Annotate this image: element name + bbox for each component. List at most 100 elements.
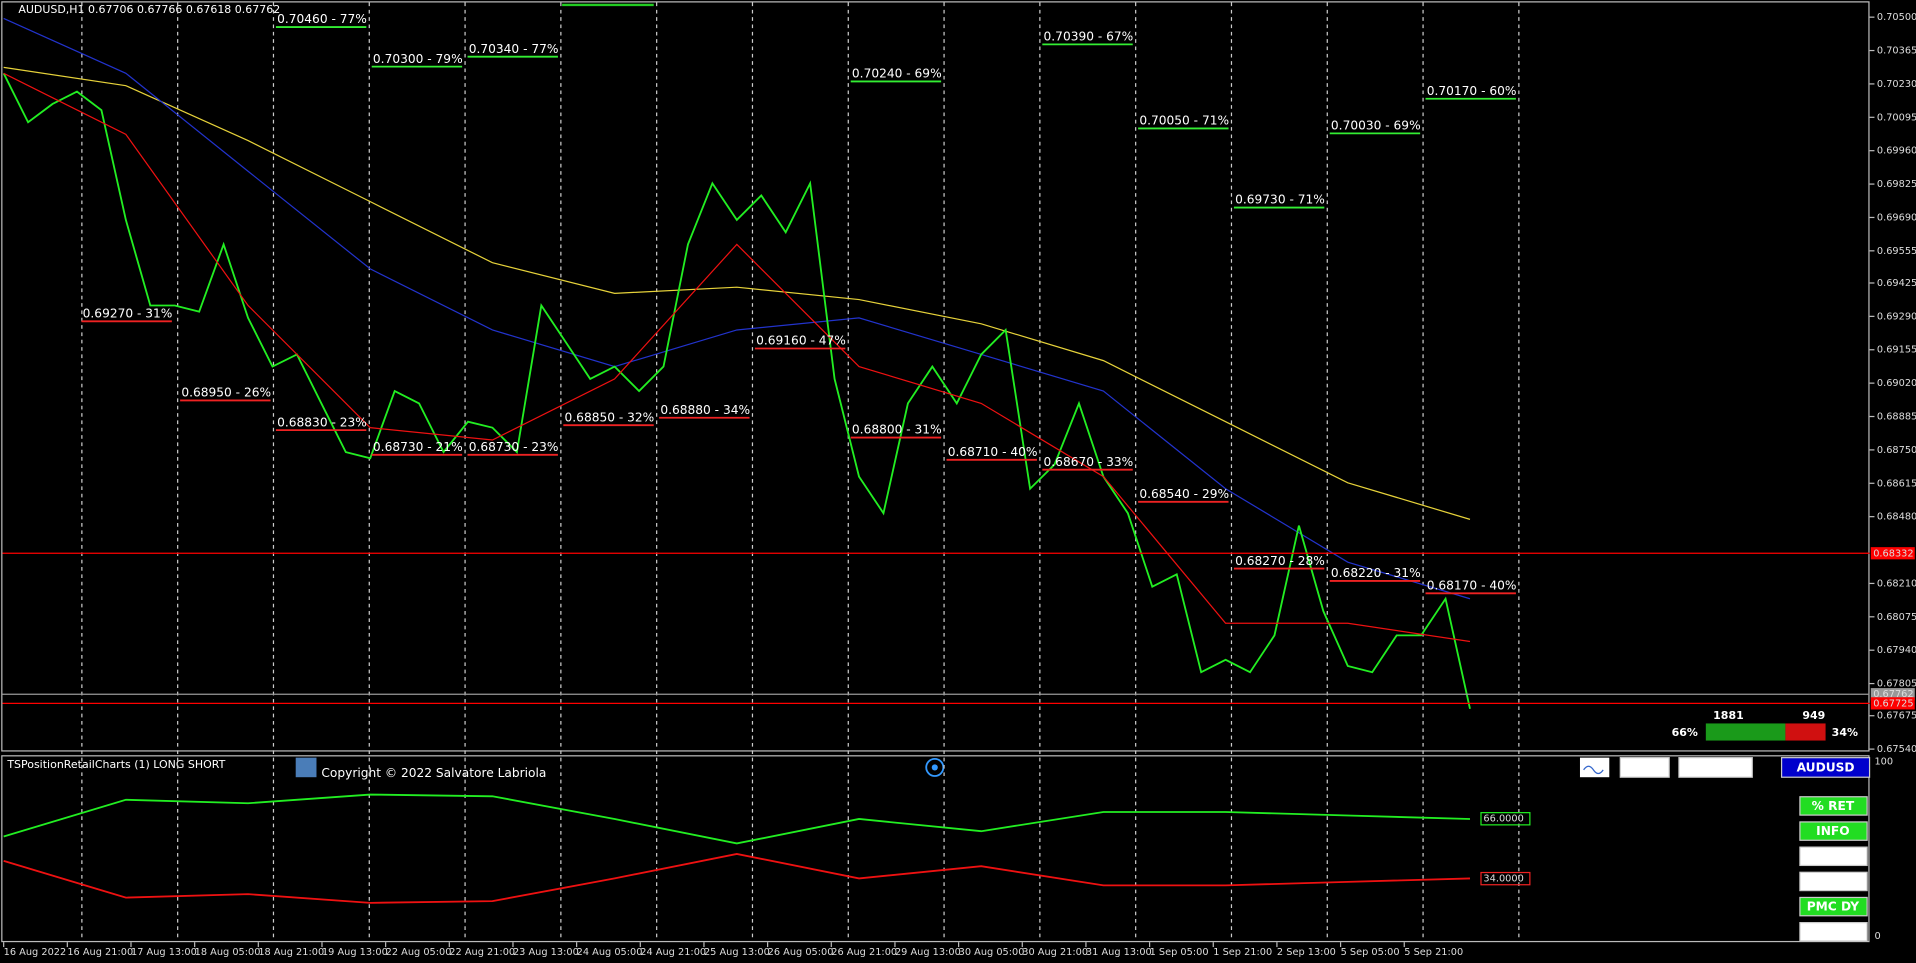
level-label: 0.70240 - 69% xyxy=(852,67,942,81)
short-tag-label: 34.0000 xyxy=(1483,874,1523,885)
chart-button[interactable] xyxy=(1579,757,1610,778)
level-label: 0.70050 - 71% xyxy=(1139,114,1229,128)
side-button[interactable] xyxy=(1799,796,1868,816)
level-label: 0.70390 - 67% xyxy=(1044,30,1134,44)
long-line xyxy=(3,793,1471,845)
y-tick-label: 0.67805 xyxy=(1877,679,1916,690)
ind-tick-label: 0 xyxy=(1874,931,1880,942)
side-button[interactable] xyxy=(1799,922,1868,942)
level-label: 0.68850 - 32% xyxy=(565,410,655,424)
side-button-label[interactable]: % RET xyxy=(1812,799,1855,813)
long-count: 1881 xyxy=(1713,709,1744,722)
level-label: 0.69730 - 71% xyxy=(1235,193,1325,207)
x-tick-label: 26 Aug 21:00 xyxy=(831,947,897,958)
level-label: 0.69270 - 31% xyxy=(83,306,173,320)
level-label: 0.68670 - 33% xyxy=(1044,455,1134,469)
x-tick-label: 5 Sep 21:00 xyxy=(1404,947,1463,958)
short-line xyxy=(3,853,1471,904)
y-tick-label: 0.70230 xyxy=(1877,79,1916,90)
toolbar-button-label[interactable]: AUDUSD xyxy=(1797,761,1855,775)
y-tick-label: 0.69155 xyxy=(1877,345,1916,356)
x-tick-label: 26 Aug 05:00 xyxy=(768,947,834,958)
long-tag xyxy=(1480,812,1531,826)
level-label: 0.70340 - 77% xyxy=(469,42,559,56)
level-label: 0.68220 - 31% xyxy=(1331,566,1421,580)
y-tick-label: 0.68885 xyxy=(1877,412,1916,423)
side-button[interactable] xyxy=(1799,871,1868,892)
level-label: 0.68540 - 29% xyxy=(1139,487,1229,501)
long-tag-label: 66.0000 xyxy=(1483,814,1523,825)
price-tag-label: 0.67762 xyxy=(1873,689,1913,700)
x-tick-label: 19 Aug 13:00 xyxy=(322,947,388,958)
indicator-frame xyxy=(1,755,1870,943)
x-tick-label: 30 Aug 05:00 xyxy=(959,947,1025,958)
short-pct: 34% xyxy=(1832,726,1858,739)
side-button-label[interactable]: PMC DY xyxy=(1807,900,1860,914)
level-label: 0.68830 - 23% xyxy=(277,415,367,429)
x-tick-label: 31 Aug 13:00 xyxy=(1086,947,1152,958)
level-label: 0.68270 - 28% xyxy=(1235,554,1325,568)
y-tick-label: 0.69825 xyxy=(1877,179,1916,190)
x-tick-label: 16 Aug 2022 xyxy=(4,947,67,958)
y-tick-label: 0.69020 xyxy=(1877,378,1916,389)
toolbar-button-label[interactable]: T/S xyxy=(1634,761,1656,775)
short-tag xyxy=(1480,871,1531,886)
y-tick-label: 0.70095 xyxy=(1877,112,1916,123)
toolbar-button[interactable] xyxy=(1780,757,1871,778)
long-bar xyxy=(1705,723,1786,741)
x-tick-label: 16 Aug 21:00 xyxy=(67,947,133,958)
price-line xyxy=(2,72,1471,709)
price-frame xyxy=(1,1,1870,752)
level-label: 0.68730 - 23% xyxy=(469,440,559,454)
level-label: 0.70170 - 60% xyxy=(1427,84,1517,98)
x-tick-label: 1 Sep 21:00 xyxy=(1213,947,1272,958)
symbol-info: AUDUSD,H1 0.67706 0.67766 0.67618 0.6776… xyxy=(18,3,280,16)
y-tick-label: 0.68075 xyxy=(1877,612,1916,623)
level-label: 0.69160 - 47% xyxy=(756,334,846,348)
target-dot xyxy=(931,764,938,771)
side-button[interactable] xyxy=(1799,846,1868,867)
side-button[interactable] xyxy=(1799,821,1868,841)
level-label: 0.68730 - 21% xyxy=(373,440,463,454)
x-tick-label: 22 Aug 05:00 xyxy=(386,947,452,958)
logo xyxy=(295,757,317,778)
level-label: 0.70460 - 77% xyxy=(277,12,367,26)
level-label: 0.68170 - 40% xyxy=(1427,578,1517,592)
level-label: 0.68800 - 31% xyxy=(852,423,942,437)
side-button[interactable] xyxy=(1799,896,1868,917)
price-tag-label: 0.67725 xyxy=(1873,698,1913,709)
side-button-label[interactable]: PMC INT xyxy=(1804,925,1862,939)
y-tick-label: 0.70365 xyxy=(1877,46,1916,57)
level-label: 0.70030 - 69% xyxy=(1331,119,1421,133)
ind-tick-label: 100 xyxy=(1874,756,1893,767)
y-tick-label: 0.67675 xyxy=(1877,711,1916,722)
ma-fast xyxy=(3,72,1471,643)
x-tick-label: 24 Aug 21:00 xyxy=(640,947,706,958)
x-tick-label: 25 Aug 13:00 xyxy=(704,947,770,958)
level-label: 0.68880 - 34% xyxy=(660,403,750,417)
wave-icon xyxy=(1583,765,1604,775)
ma-slow xyxy=(3,66,1471,520)
y-tick-label: 0.68750 xyxy=(1877,445,1916,456)
toolbar-button-label[interactable]: LINE PMC xyxy=(1683,761,1748,775)
y-tick-label: 0.68210 xyxy=(1877,578,1916,589)
toolbar-button[interactable] xyxy=(1619,757,1670,778)
x-tick-label: 30 Aug 21:00 xyxy=(1022,947,1088,958)
target-icon[interactable] xyxy=(925,757,945,777)
y-tick-label: 0.67540 xyxy=(1877,744,1916,755)
copyright: Copyright © 2022 Salvatore Labriola xyxy=(321,766,546,780)
x-tick-label: 18 Aug 21:00 xyxy=(258,947,324,958)
y-tick-label: 0.68615 xyxy=(1877,478,1916,489)
price-tag xyxy=(1870,547,1915,560)
x-tick-label: 23 Aug 13:00 xyxy=(513,947,579,958)
y-tick-label: 0.69960 xyxy=(1877,146,1916,157)
side-button-label[interactable]: MODE xyxy=(1812,849,1853,863)
side-button-label[interactable]: GRID xyxy=(1816,875,1850,889)
x-tick-label: 22 Aug 21:00 xyxy=(449,947,515,958)
side-button-label[interactable]: INFO xyxy=(1816,824,1849,838)
toolbar-button[interactable] xyxy=(1678,757,1753,778)
x-tick-label: 2 Sep 13:00 xyxy=(1277,947,1336,958)
y-tick-label: 0.69290 xyxy=(1877,311,1916,322)
